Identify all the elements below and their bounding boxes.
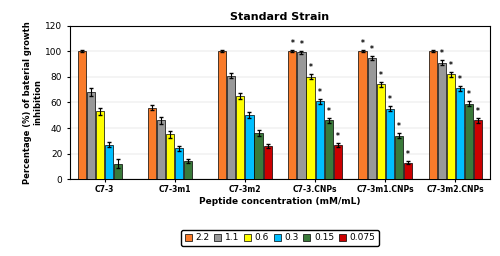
Text: *: * [290,39,294,48]
Bar [456,88,464,179]
Bar [358,51,366,179]
Bar [288,51,296,179]
Bar [394,136,403,179]
Bar [148,108,156,179]
Bar [474,120,482,179]
Text: *: * [476,107,480,116]
Legend: 2.2, 1.1, 0.6, 0.3, 0.15, 0.075: 2.2, 1.1, 0.6, 0.3, 0.15, 0.075 [181,230,379,246]
Bar [376,84,385,179]
Bar [465,104,473,179]
Bar [428,51,436,179]
Text: *: * [336,132,340,141]
Bar [316,101,324,179]
Text: *: * [300,40,304,49]
Bar [368,58,376,179]
Text: *: * [440,49,444,58]
Bar [236,96,244,179]
Text: *: * [308,63,312,72]
Bar [184,161,192,179]
Bar [96,111,104,179]
Bar [246,115,254,179]
Bar [105,145,114,179]
Title: Standard Strain: Standard Strain [230,12,330,22]
Bar [324,120,333,179]
Bar [218,51,226,179]
Bar [254,133,262,179]
Text: *: * [360,39,364,48]
Bar [175,148,184,179]
Y-axis label: Percentage (%) of baterial growth
inhibition: Percentage (%) of baterial growth inhibi… [23,21,42,184]
Text: *: * [467,90,471,99]
Bar [78,51,86,179]
Bar [157,120,166,179]
Bar [227,76,235,179]
Bar [306,77,314,179]
Text: *: * [406,150,410,159]
Bar [114,164,122,179]
Text: *: * [397,122,401,131]
Text: *: * [326,107,330,116]
Bar [404,163,412,179]
Text: *: * [378,71,382,80]
Text: *: * [458,75,462,84]
Text: *: * [318,88,322,97]
Bar [166,134,174,179]
Text: *: * [388,95,392,104]
Bar [298,52,306,179]
Text: *: * [370,45,374,54]
Bar [87,92,95,179]
Bar [438,63,446,179]
Bar [334,145,342,179]
X-axis label: Peptide concentration (mM/mL): Peptide concentration (mM/mL) [199,197,361,206]
Text: *: * [449,61,452,70]
Bar [264,146,272,179]
Bar [446,74,455,179]
Bar [386,109,394,179]
